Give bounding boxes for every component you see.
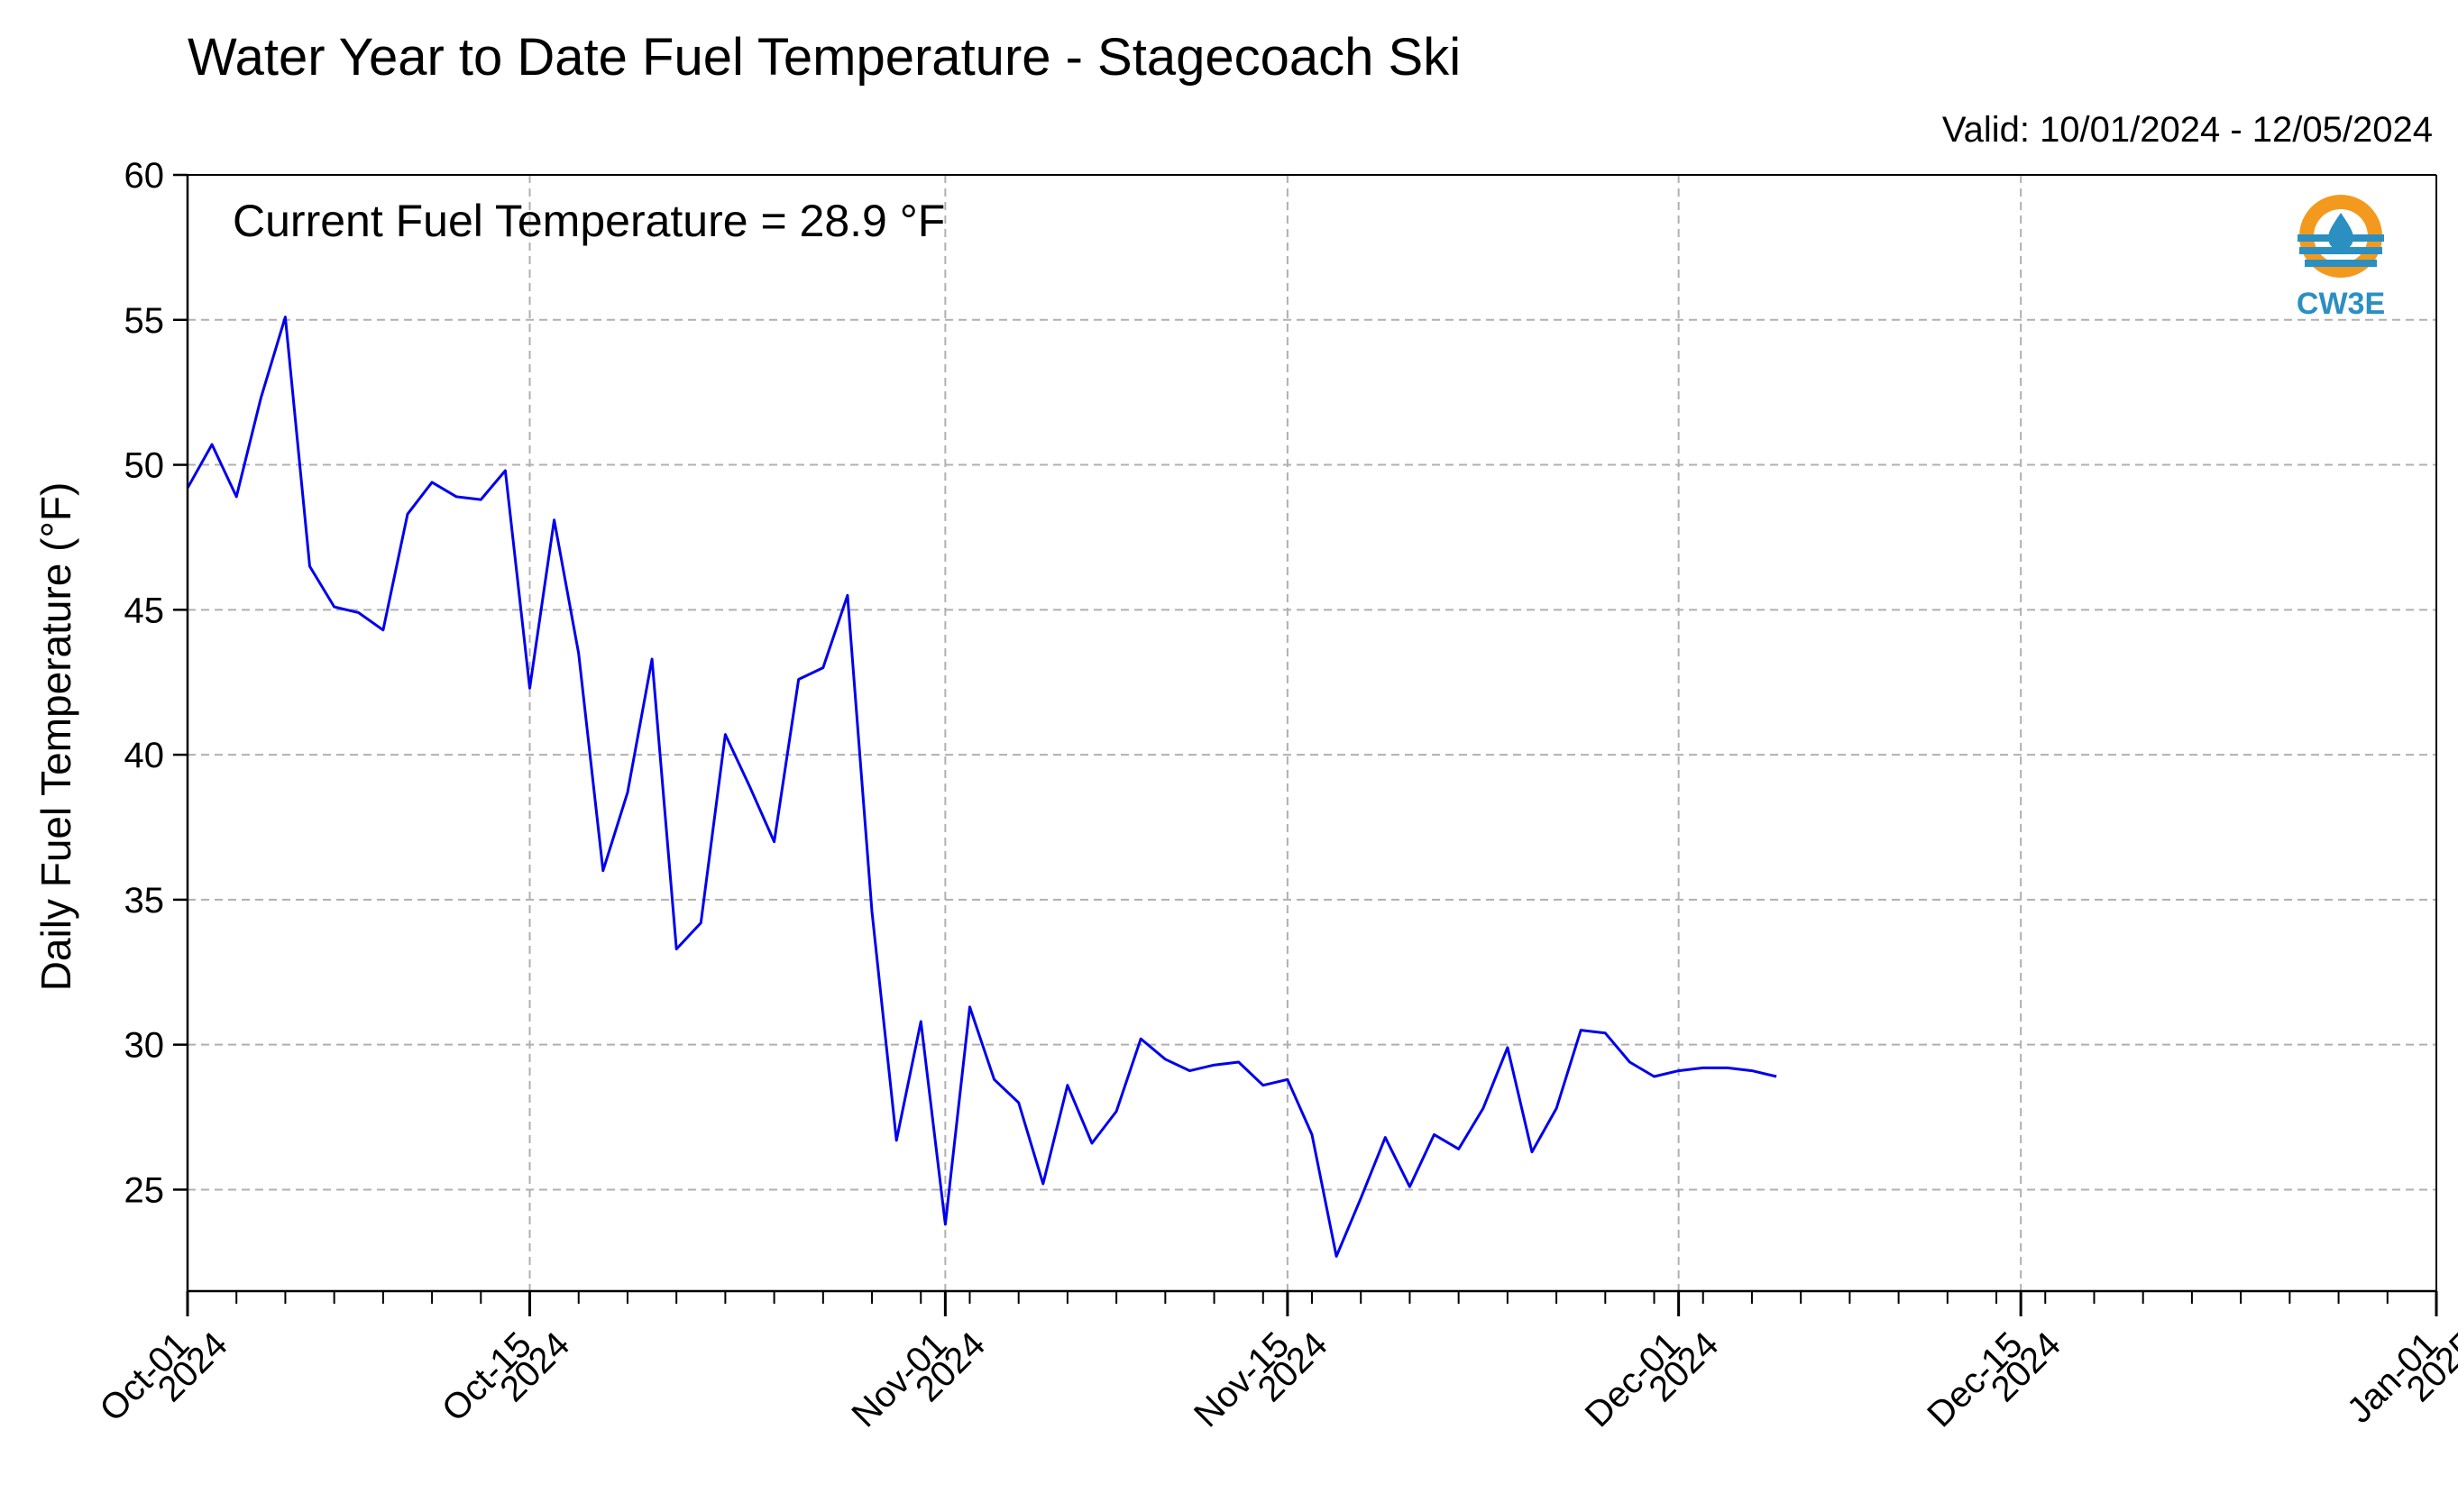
y-axis-label: Daily Fuel Temperature (°F): [32, 482, 79, 992]
y-tick-label: 55: [124, 301, 165, 341]
valid-date-range: Valid: 10/01/2024 - 12/05/2024: [1941, 110, 2433, 150]
series-layer: [186, 316, 1777, 1258]
y-tick-label: 40: [124, 736, 165, 775]
cw3e-logo-icon: CW3E: [2297, 195, 2385, 321]
logo-wave-3: [2305, 260, 2377, 267]
y-tick-label: 50: [124, 446, 165, 486]
chart-title: Water Year to Date Fuel Temperature - St…: [188, 28, 1462, 87]
y-tick-label: 30: [124, 1026, 165, 1066]
logo-text: CW3E: [2297, 287, 2385, 321]
grid-layer: [187, 174, 2437, 1291]
logo-drop-icon: [2328, 213, 2353, 251]
fuel-temperature-line: [186, 316, 1777, 1258]
y-tick-label: 35: [124, 881, 165, 921]
y-tick-label: 25: [124, 1170, 165, 1210]
y-tick-label: 45: [124, 591, 165, 630]
current-fuel-temperature-annotation: Current Fuel Temperature = 28.9 °F: [233, 196, 945, 246]
y-tick-label: 60: [124, 156, 165, 196]
